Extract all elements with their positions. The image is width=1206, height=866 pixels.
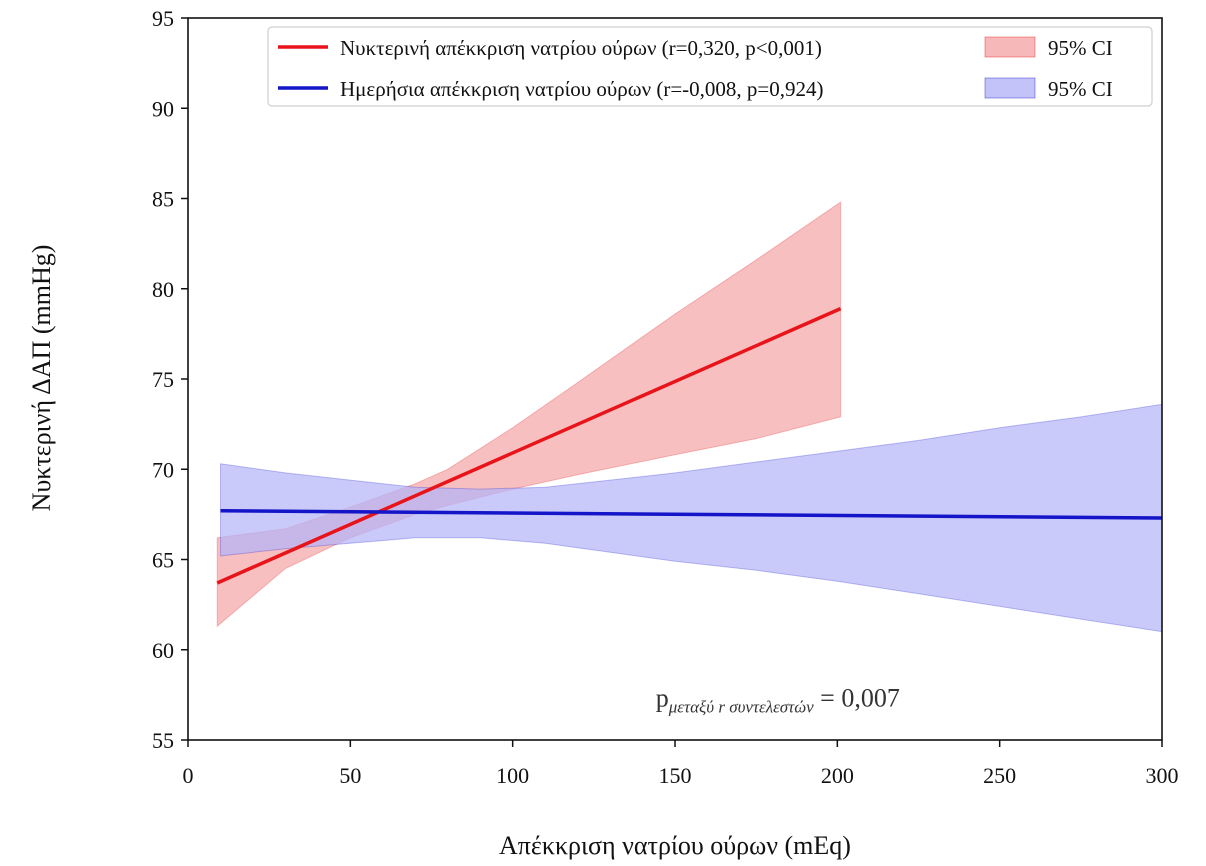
- legend-ci-swatch-1: [984, 36, 1036, 58]
- x-tick-label: 0: [183, 763, 194, 788]
- legend-label-1: Νυκτερινή απέκκριση νατρίου ούρων (r=0,3…: [340, 36, 822, 60]
- series-1-line: [216, 307, 842, 585]
- x-tick-label: 300: [1146, 763, 1179, 788]
- y-tick-label: 90: [152, 96, 174, 121]
- p-value-prefix: p: [656, 683, 669, 712]
- series-2-line: [220, 509, 1163, 520]
- y-tick-label: 55: [152, 728, 174, 753]
- y-tick-label: 85: [152, 187, 174, 212]
- p-value-value: = 0,007: [814, 683, 900, 712]
- x-tick-label: 250: [983, 763, 1016, 788]
- x-axis-label: Απέκκριση νατρίου ούρων (mEq): [499, 831, 851, 860]
- p-value-subscript: μεταξύ r συντελεστών: [668, 697, 814, 716]
- y-tick-label: 65: [152, 548, 174, 573]
- legend-ci-label-2: 95% CI: [1048, 77, 1113, 101]
- y-tick-label: 95: [152, 6, 174, 31]
- legend: Νυκτερινή απέκκριση νατρίου ούρων (r=0,3…: [267, 26, 1153, 107]
- y-tick-label: 80: [152, 277, 174, 302]
- y-tick-label: 75: [152, 367, 174, 392]
- y-tick-label: 60: [152, 638, 174, 663]
- x-tick-label: 150: [659, 763, 692, 788]
- legend-label-2: Ημερήσια απέκκριση νατρίου ούρων (r=-0,0…: [340, 77, 824, 101]
- x-tick-label: 50: [339, 763, 361, 788]
- y-axis-label: Νυκτερινή ΔΑΠ (mmHg): [27, 245, 56, 512]
- plot-area: [216, 201, 1163, 633]
- legend-box: [267, 26, 1153, 107]
- x-tick-label: 100: [496, 763, 529, 788]
- y-tick-label: 70: [152, 457, 174, 482]
- axes: 55 60 65 70 75 80 85 90 95 0 50 100 150 200 250 300: [152, 6, 1179, 788]
- p-value-annotation: pμεταξύ r συντελεστών = 0,007: [656, 683, 900, 716]
- legend-ci-swatch-2: [984, 77, 1036, 99]
- legend-ci-label-1: 95% CI: [1048, 36, 1113, 60]
- annotation: pμεταξύ r συντελεστών = 0,007: [656, 683, 900, 716]
- x-tick-label: 200: [821, 763, 854, 788]
